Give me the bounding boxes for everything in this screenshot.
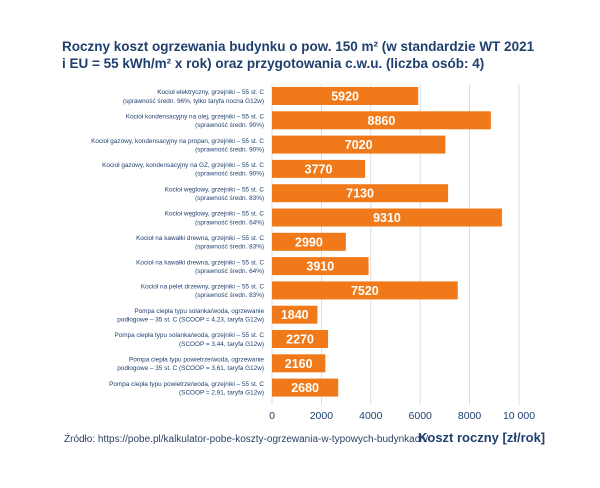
bar-value-label: 7020 — [345, 138, 373, 152]
category-label: Kocioł gazowy, kondensacyjny na propan, … — [91, 138, 264, 145]
category-label: (sprawność średn. 90%) — [195, 122, 264, 129]
category-label: (SCOOP = 3,44, taryfa G12w) — [179, 341, 264, 348]
category-label: (sprawność średn. 90%) — [195, 146, 264, 153]
bar — [272, 111, 491, 130]
bar — [272, 159, 366, 178]
bar-value-label: 9310 — [373, 211, 401, 225]
x-axis-label: Koszt roczny [zł/rok] — [418, 430, 546, 445]
bar-value-label: 5920 — [331, 90, 359, 104]
category-label: (sprawność średn. 83%) — [195, 292, 264, 299]
category-label: Pompa ciepła typu powietrze/woda, grzejn… — [109, 381, 264, 388]
category-label: Kocioł węglowy, grzejniki – 55 st. C — [165, 211, 265, 218]
category-label: Kocioł węglowy, grzejniki – 55 st. C — [165, 186, 265, 193]
bar — [272, 305, 318, 324]
category-label: (sprawność średn. 90%) — [195, 171, 264, 178]
x-tick-label: 4000 — [359, 410, 383, 422]
bar — [272, 354, 326, 373]
bar-value-label: 7130 — [346, 187, 374, 201]
x-tick-label: 2000 — [310, 410, 334, 422]
bar — [272, 378, 339, 397]
category-label: Kocioł na pelet drzewny, grzejniki – 55 … — [141, 284, 265, 291]
category-label: Pompa ciepła typu solanka/woda, ogrzewan… — [134, 308, 264, 315]
bar — [272, 232, 346, 251]
category-label: (sprawność średn. 83%) — [195, 244, 264, 251]
bar-value-label: 3770 — [305, 162, 333, 176]
category-label: (sprawność średn. 64%) — [195, 219, 264, 226]
category-label: Kocioł na kawałki drewna, grzejniki – 55… — [136, 235, 264, 242]
x-tick-label: 6000 — [409, 410, 433, 422]
bar — [272, 208, 502, 227]
bar-value-label: 1840 — [281, 308, 309, 322]
bar — [272, 330, 329, 348]
category-label: (SCOOP = 2,91, taryfa G12w) — [179, 389, 264, 396]
bars: 5920 8860 7020 3770 7130 9310 2990 3910 7520 1840… — [272, 87, 502, 397]
bar — [272, 257, 369, 276]
bar-value-label: 3910 — [306, 260, 334, 274]
bar — [272, 87, 419, 105]
category-label: Kocioł elektryczny, grzejniki – 55 st. C — [157, 89, 264, 96]
category-labels: Kocioł elektryczny, grzejniki – 55 st. C… — [91, 89, 264, 396]
chart-title: Roczny koszt ogrzewania budynku o pow. 1… — [62, 38, 582, 72]
category-label: Kocioł gazowy, kondensacyjny na GZ, grze… — [102, 162, 264, 169]
category-label: podłogowe – 35 st. C (SCOOP = 3,61, tary… — [117, 365, 264, 372]
category-label: (sprawność średn. 96%, tylko taryfa nocn… — [123, 98, 264, 105]
bar — [272, 135, 446, 154]
bar-value-label: 7520 — [351, 284, 379, 298]
category-label: podłogowe – 35 st. C (SCOOP = 4,23, tary… — [117, 317, 264, 324]
chart-title-line-2: i EU = 55 kWh/m² x rok) oraz przygotowan… — [62, 56, 485, 71]
bar-value-label: 2680 — [291, 381, 319, 395]
bar — [272, 184, 449, 203]
bar — [272, 281, 458, 300]
category-label: (sprawność średn. 64%) — [195, 268, 264, 275]
x-tick-label: 8000 — [458, 410, 482, 422]
x-axis-ticks: 0 2000 4000 6000 8000 10 000 — [269, 410, 535, 422]
bar-value-label: 8860 — [368, 114, 396, 128]
category-label: Pompa ciepła typu powietrze/woda, ogrzew… — [129, 357, 264, 364]
category-label: Pompa ciepła typu solanka/woda, grzejnik… — [114, 332, 264, 339]
bar-value-label: 2270 — [286, 333, 314, 347]
category-label: Kocioł kondensacyjny na olej, grzejniki … — [126, 114, 265, 121]
x-tick-label: 10 000 — [503, 410, 535, 422]
chart-title-line-1: Roczny koszt ogrzewania budynku o pow. 1… — [62, 39, 535, 54]
bar-value-label: 2160 — [285, 357, 313, 371]
source-note: Źródło: https://pobe.pl/kalkulator-pobe-… — [64, 434, 429, 445]
category-label: (sprawność średn. 83%) — [195, 195, 264, 202]
bar-value-label: 2990 — [295, 235, 323, 249]
category-label: Kocioł na kawałki drewna, grzejniki – 55… — [136, 259, 264, 266]
x-tick-label: 0 — [269, 410, 275, 422]
